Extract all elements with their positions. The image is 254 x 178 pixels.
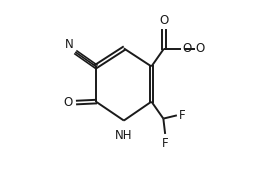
Text: O: O — [195, 42, 204, 55]
Text: O: O — [64, 96, 73, 109]
Text: N: N — [65, 38, 73, 51]
Text: O: O — [182, 42, 191, 55]
Text: F: F — [179, 109, 185, 122]
Text: F: F — [162, 137, 168, 150]
Text: O: O — [159, 14, 168, 27]
Text: NH: NH — [115, 129, 133, 142]
